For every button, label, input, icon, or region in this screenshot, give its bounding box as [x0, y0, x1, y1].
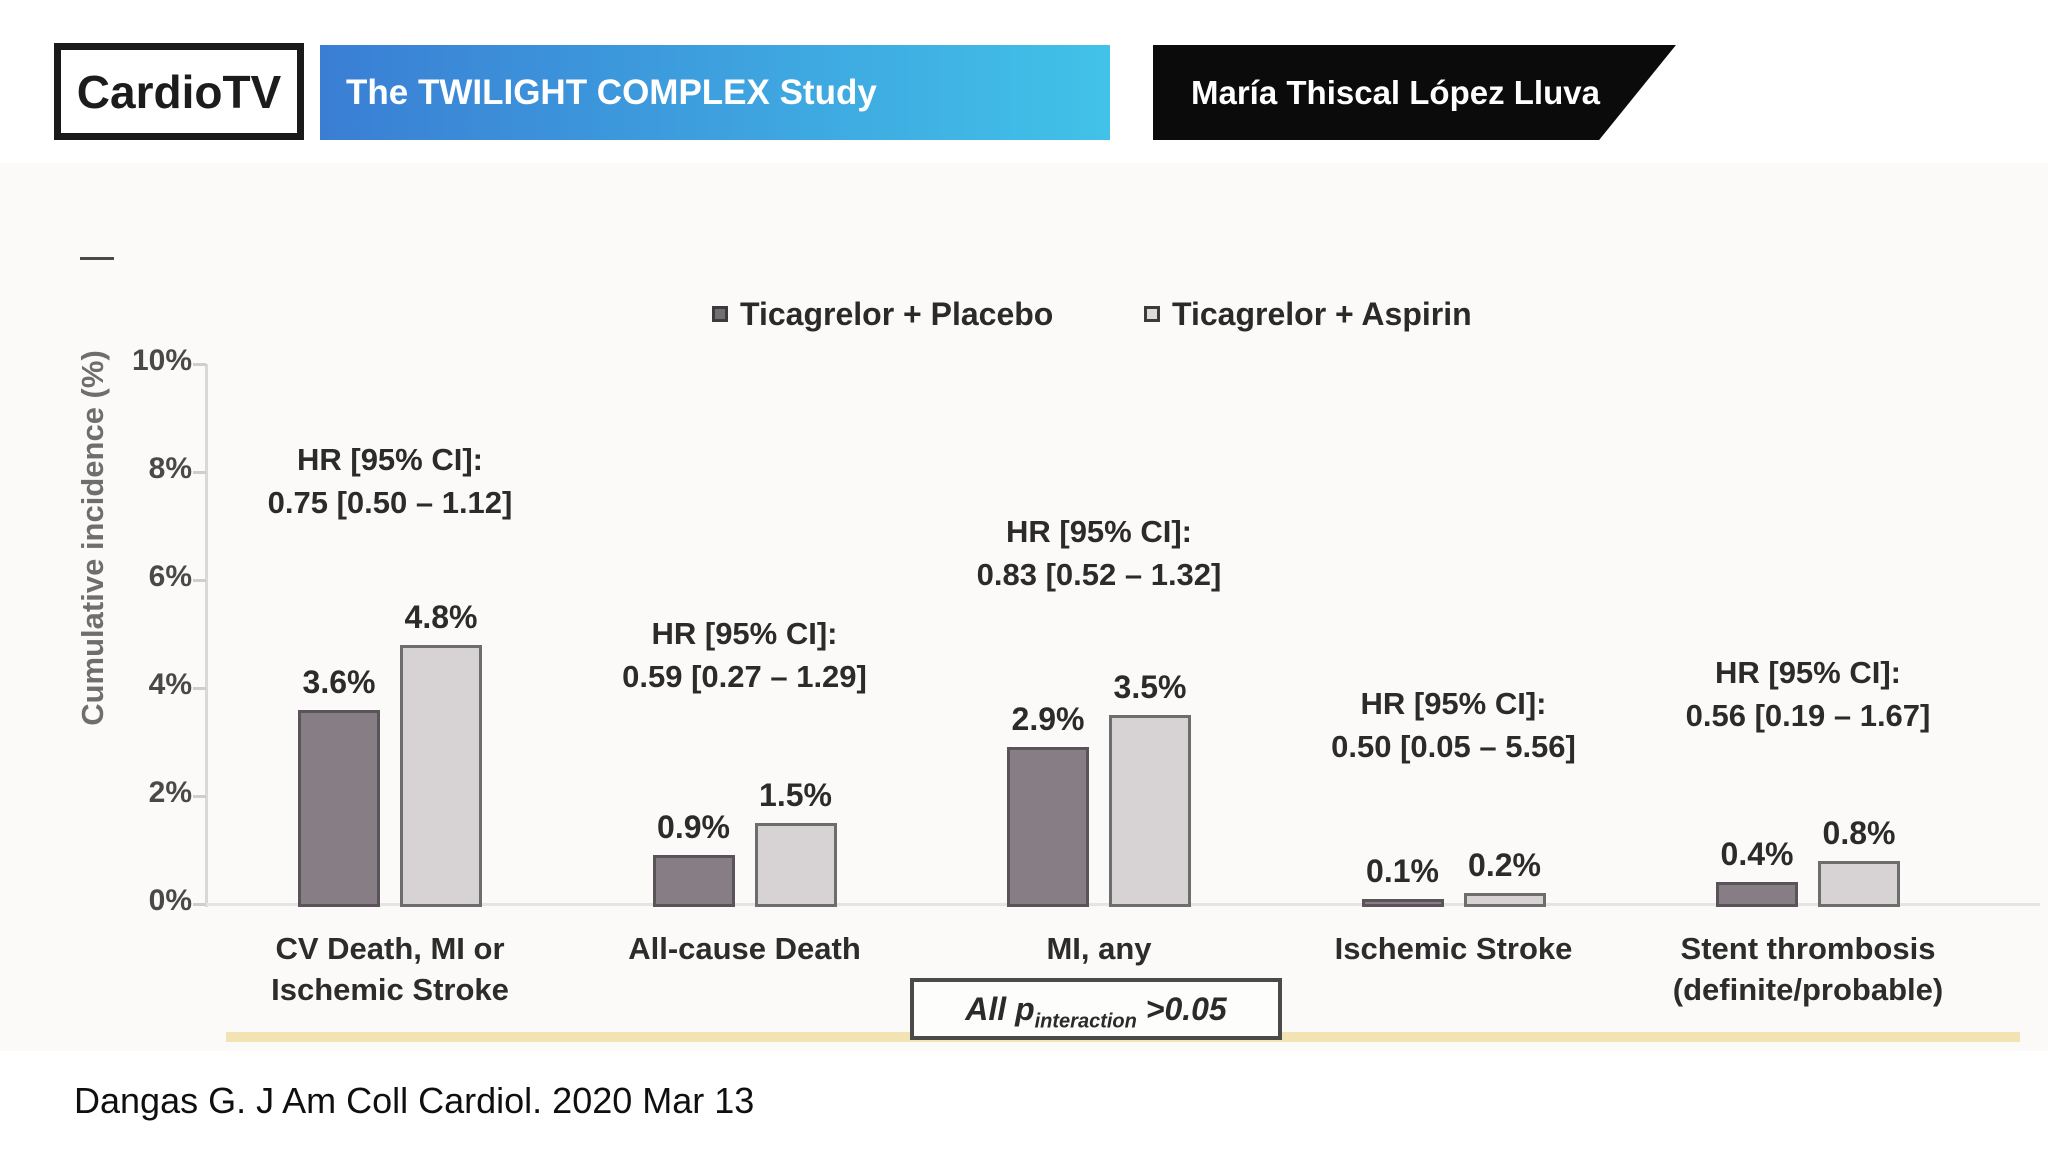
y-axis-tick: [193, 903, 206, 906]
category-label: MI, any: [879, 928, 1319, 969]
p-interaction-text: All pinteraction >0.05: [965, 990, 1227, 1032]
hr-annotation-line: 0.50 [0.05 – 5.56]: [1331, 729, 1576, 764]
hr-annotation-line: HR [95% CI]:: [1005, 514, 1192, 549]
bar-placebo: [298, 710, 380, 907]
presenter-name: María Thiscal López Lluva: [1191, 73, 1600, 111]
category-label-line: Ischemic Stroke: [271, 972, 509, 1007]
bar-value-label: 0.9%: [657, 809, 730, 845]
y-axis-tick-label: 10%: [131, 344, 192, 377]
y-axis-line: [205, 364, 208, 907]
category-label-line: Stent thrombosis: [1680, 931, 1936, 966]
y-axis-tick: [193, 795, 206, 798]
hr-annotation-line: HR [95% CI]:: [1360, 686, 1547, 721]
y-axis-tick: [193, 363, 206, 366]
bar-value-label: 1.5%: [759, 777, 832, 813]
category-label-line: CV Death, MI or: [275, 931, 505, 966]
bar-value-label: 0.4%: [1720, 836, 1794, 872]
bar-placebo: [652, 855, 735, 907]
hr-annotation-line: 0.83 [0.52 – 1.32]: [976, 557, 1222, 592]
y-axis-tick-label: 6%: [148, 560, 192, 593]
hr-annotation-line: 0.59 [0.27 – 1.29]: [622, 659, 867, 694]
bar-value-label: 3.5%: [1113, 669, 1187, 705]
bar-aspirin: [754, 823, 837, 907]
y-axis-tick-label: 8%: [148, 452, 192, 485]
bar-value-label: 3.6%: [302, 664, 376, 700]
hr-annotation: HR [95% CI]: 0.56 [0.19 – 1.67]: [1578, 651, 2038, 737]
category-label: Ischemic Stroke: [1234, 928, 1674, 969]
legend-item-placebo: Ticagrelor + Placebo: [712, 296, 1053, 332]
category-label: CV Death, MI or Ischemic Stroke: [170, 928, 610, 1010]
legend-swatch-light-icon: [1144, 306, 1160, 322]
hr-annotation-line: HR [95% CI]:: [1714, 655, 1901, 690]
hr-annotation-line: HR [95% CI]:: [651, 616, 838, 651]
figure-corner-dash: [80, 257, 114, 260]
bar-placebo: [1361, 899, 1444, 907]
y-axis-tick-label: 2%: [148, 776, 192, 809]
y-axis-tick: [193, 471, 206, 474]
category-label-line: (definite/probable): [1672, 972, 1944, 1007]
cardiotv-logo: CardioTV: [54, 43, 304, 140]
bar-aspirin: [1463, 893, 1546, 907]
category-label-line: Ischemic Stroke: [1334, 931, 1573, 966]
category-label: All-cause Death: [525, 928, 965, 969]
hr-annotation: HR [95% CI]: 0.83 [0.52 – 1.32]: [869, 510, 1329, 596]
bar-value-label: 2.9%: [1011, 701, 1085, 737]
bar-value-label: 0.1%: [1366, 853, 1439, 889]
category-label-line: All-cause Death: [628, 931, 861, 966]
cardiotv-logo-text: CardioTV: [76, 65, 282, 118]
y-axis-tick-label: 4%: [148, 668, 192, 701]
bar-aspirin: [1109, 715, 1191, 907]
presenter-ribbon: María Thiscal López Lluva: [1153, 45, 1676, 140]
category-label-line: MI, any: [1046, 931, 1152, 966]
hr-annotation-line: 0.75 [0.50 – 1.12]: [267, 485, 513, 520]
legend-label-aspirin: Ticagrelor + Aspirin: [1172, 295, 1472, 332]
hr-annotation: HR [95% CI]: 0.59 [0.27 – 1.29]: [515, 612, 975, 698]
legend-swatch-dark-icon: [712, 306, 728, 322]
bar-value-label: 4.8%: [404, 599, 478, 635]
bar-aspirin: [400, 645, 482, 907]
hr-annotation-line: HR [95% CI]:: [296, 442, 483, 477]
slide-title-banner: The TWILIGHT COMPLEX Study: [320, 45, 1110, 140]
legend-item-aspirin: Ticagrelor + Aspirin: [1144, 296, 1472, 332]
category-label: Stent thrombosis (definite/probable): [1588, 928, 2028, 1010]
bar-value-label: 0.2%: [1468, 847, 1541, 883]
hr-annotation-line: 0.56 [0.19 – 1.67]: [1685, 698, 1931, 733]
bar-aspirin: [1818, 861, 1900, 907]
y-axis-tick: [193, 687, 206, 690]
slide-title: The TWILIGHT COMPLEX Study: [346, 72, 877, 112]
bar-placebo: [1007, 747, 1089, 907]
bar-placebo: [1716, 882, 1798, 907]
y-axis-tick: [193, 579, 206, 582]
p-interaction-box: All pinteraction >0.05: [910, 978, 1282, 1040]
hr-annotation: HR [95% CI]: 0.50 [0.05 – 5.56]: [1224, 682, 1684, 768]
bar-value-label: 0.8%: [1822, 815, 1896, 851]
hr-annotation: HR [95% CI]: 0.75 [0.50 – 1.12]: [160, 438, 620, 524]
citation-text: Dangas G. J Am Coll Cardiol. 2020 Mar 13: [74, 1080, 755, 1121]
legend-label-placebo: Ticagrelor + Placebo: [740, 295, 1054, 332]
y-axis-tick-label: 0%: [148, 884, 192, 917]
